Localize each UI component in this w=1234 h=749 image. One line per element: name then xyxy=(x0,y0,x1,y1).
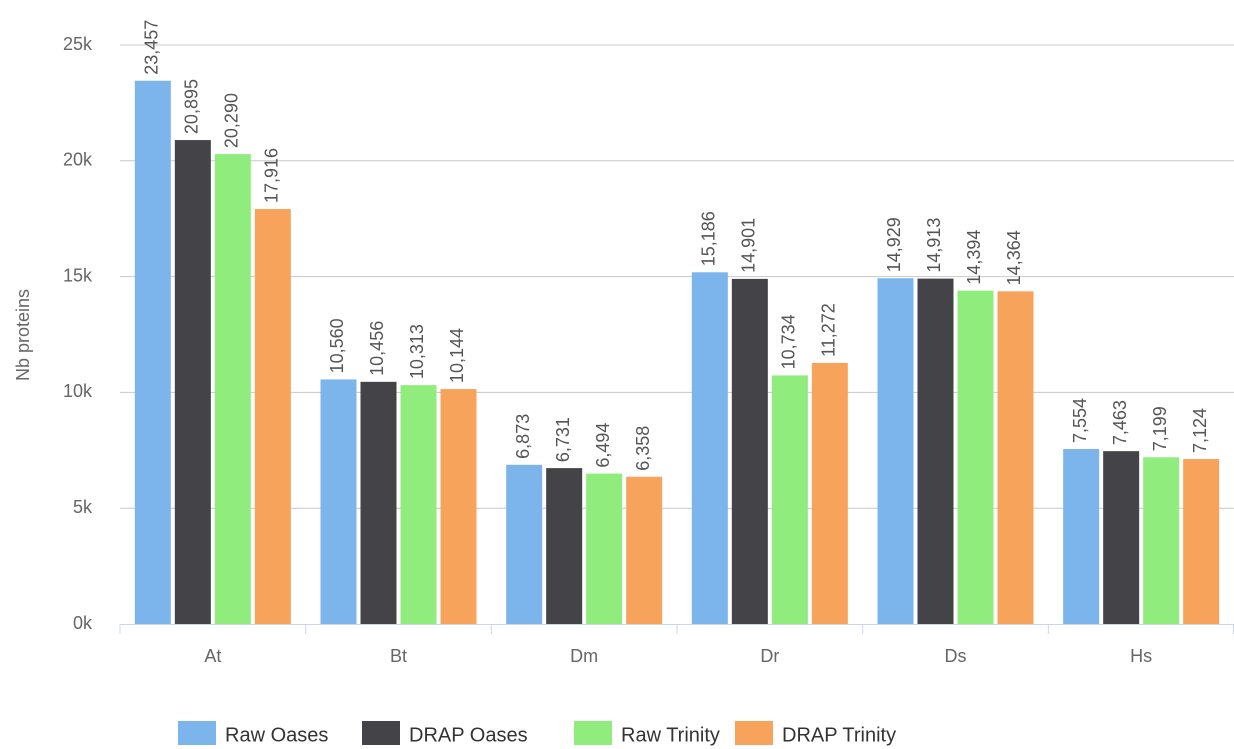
bar xyxy=(1143,457,1180,624)
x-tick-label: Dr xyxy=(760,646,779,666)
bar xyxy=(731,278,768,624)
bar xyxy=(506,464,543,624)
value-label: 23,457 xyxy=(142,20,162,75)
legend-swatch[interactable] xyxy=(178,721,216,745)
legend-swatch[interactable] xyxy=(735,721,773,745)
legend-text[interactable]: DRAP Oases xyxy=(409,724,528,746)
value-label: 10,144 xyxy=(447,328,467,383)
y-tick-label: 15k xyxy=(63,265,93,285)
bar xyxy=(254,209,291,625)
bar xyxy=(626,476,663,624)
x-tick-label: At xyxy=(204,646,221,666)
value-label: 7,554 xyxy=(1070,398,1090,443)
value-label: 6,873 xyxy=(513,414,533,459)
value-label: 6,358 xyxy=(633,426,653,471)
bar xyxy=(320,379,357,624)
x-tick-label: Ds xyxy=(945,646,967,666)
legend-text[interactable]: Raw Trinity xyxy=(621,724,720,746)
value-label: 10,734 xyxy=(779,314,799,369)
value-label: 14,901 xyxy=(739,218,759,273)
bar xyxy=(400,385,437,624)
value-label: 7,463 xyxy=(1110,400,1130,445)
x-tick-label: Dm xyxy=(570,646,598,666)
bar xyxy=(1103,451,1140,624)
bar xyxy=(1063,449,1100,624)
bar xyxy=(771,375,808,624)
bar xyxy=(586,473,623,624)
value-label: 10,560 xyxy=(327,318,347,373)
y-tick-label: 20k xyxy=(63,150,93,170)
y-tick-label: 25k xyxy=(63,34,93,54)
x-tick-label: Bt xyxy=(390,646,407,666)
value-label: 14,364 xyxy=(1004,230,1024,285)
y-tick-label: 5k xyxy=(73,497,93,517)
bar xyxy=(877,278,914,624)
y-tick-label: 0k xyxy=(73,613,93,633)
legend-swatch[interactable] xyxy=(362,721,400,745)
value-label: 14,913 xyxy=(924,218,944,273)
value-label: 6,494 xyxy=(593,423,613,468)
y-axis-label: Nb proteins xyxy=(13,289,33,381)
bar xyxy=(691,272,728,624)
bar xyxy=(134,80,171,624)
bar xyxy=(997,291,1034,624)
value-label: 14,929 xyxy=(884,217,904,272)
value-label: 10,456 xyxy=(367,321,387,376)
bar xyxy=(957,290,994,624)
value-label: 6,731 xyxy=(553,417,573,462)
value-label: 11,272 xyxy=(819,303,839,357)
legend-text[interactable]: DRAP Trinity xyxy=(782,724,896,746)
value-label: 10,313 xyxy=(407,324,427,379)
value-label: 17,916 xyxy=(262,148,282,203)
bar xyxy=(546,468,583,624)
value-label: 20,290 xyxy=(222,93,242,148)
bar xyxy=(360,381,397,624)
legend-text[interactable]: Raw Oases xyxy=(225,724,328,746)
value-label: 7,124 xyxy=(1190,408,1210,453)
bar xyxy=(1183,459,1220,624)
y-tick-label: 10k xyxy=(63,381,93,401)
x-tick-label: Hs xyxy=(1130,646,1152,666)
value-label: 7,199 xyxy=(1150,406,1170,451)
value-label: 15,186 xyxy=(699,211,719,266)
bar xyxy=(174,140,211,625)
bar xyxy=(917,278,954,624)
bar xyxy=(440,389,477,624)
bar xyxy=(214,154,251,624)
value-label: 20,895 xyxy=(182,79,202,134)
value-label: 14,394 xyxy=(964,230,984,285)
legend-swatch[interactable] xyxy=(574,721,612,745)
bar xyxy=(811,362,848,624)
